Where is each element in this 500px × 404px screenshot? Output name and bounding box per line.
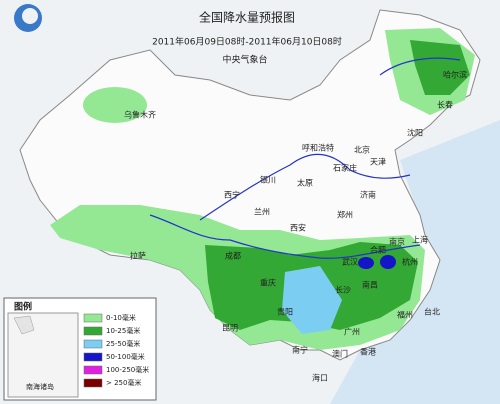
city: 长沙 (335, 285, 351, 295)
legend-label: 100-250毫米 (106, 365, 149, 374)
period: 2011年06月09日08时-2011年06月10日08时 (152, 36, 342, 48)
inset-label: 南海诸岛 (26, 382, 54, 391)
legend-swatch (83, 313, 103, 323)
city: 西宁 (224, 190, 240, 200)
legend-title: 图例 (14, 301, 32, 313)
city: 郑州 (337, 210, 353, 220)
title: 全国降水量预报图 (199, 10, 295, 25)
city: 济南 (360, 190, 376, 200)
legend-label: 10-25毫米 (106, 326, 140, 335)
city: 太原 (297, 178, 313, 188)
legend-swatch (83, 326, 103, 336)
city: 北京 (354, 145, 370, 155)
city: 南昌 (362, 280, 378, 290)
city: 兰州 (254, 207, 270, 217)
city: 长春 (437, 100, 453, 110)
city: 台北 (424, 307, 440, 317)
city: 重庆 (260, 278, 276, 288)
inset-land (13, 315, 35, 335)
city-labels: 乌鲁木齐 哈尔滨 长春 沈阳 呼和浩特 北京 天津 石家庄 太原 银川 西宁 兰… (124, 70, 467, 383)
legend-label: > 250毫米 (106, 378, 141, 387)
city: 武汉 (342, 257, 358, 267)
agency: 中央气象台 (222, 54, 267, 66)
city: 成都 (225, 251, 241, 261)
city: 乌鲁木齐 (124, 110, 156, 120)
city: 福州 (397, 311, 413, 320)
rain-area (83, 87, 147, 123)
city: 南宁 (292, 345, 308, 355)
city: 天津 (370, 157, 386, 167)
legend-label: 25-50毫米 (106, 339, 140, 348)
city: 呼和浩特 (302, 143, 334, 153)
city: 澳门 (332, 349, 348, 359)
rain-area (410, 40, 470, 95)
city: 海口 (312, 373, 328, 383)
city: 上海 (412, 235, 428, 245)
legend-label: 0-10毫米 (106, 313, 136, 322)
city: 昆明 (222, 324, 238, 333)
city: 西安 (290, 223, 306, 233)
rain-area (282, 266, 342, 334)
logo (22, 8, 38, 24)
river (199, 153, 411, 221)
city: 合肥 (370, 245, 386, 255)
legend-swatch (83, 339, 103, 349)
rain-area (380, 255, 396, 269)
city: 广州 (344, 327, 360, 337)
city: 拉萨 (130, 251, 146, 261)
city: 香港 (360, 347, 376, 357)
city: 哈尔滨 (443, 70, 467, 80)
legend-swatch (83, 352, 103, 362)
city: 银川 (260, 175, 276, 185)
river (149, 214, 421, 259)
city: 贵阳 (277, 307, 293, 317)
city: 石家庄 (333, 163, 357, 173)
legend-label: 50-100毫米 (106, 352, 145, 361)
sea (330, 120, 500, 404)
legend-swatch (83, 365, 103, 375)
river (379, 57, 461, 76)
rain-area (358, 257, 374, 269)
city: 杭州 (402, 257, 418, 267)
city: 南京 (389, 237, 405, 247)
city: 沈阳 (407, 128, 423, 138)
legend-swatch (83, 378, 103, 388)
legend: 图例 南海诸岛 0-10毫米 10-25毫米 25-50毫米 50-100毫米 100-… (3, 297, 157, 401)
